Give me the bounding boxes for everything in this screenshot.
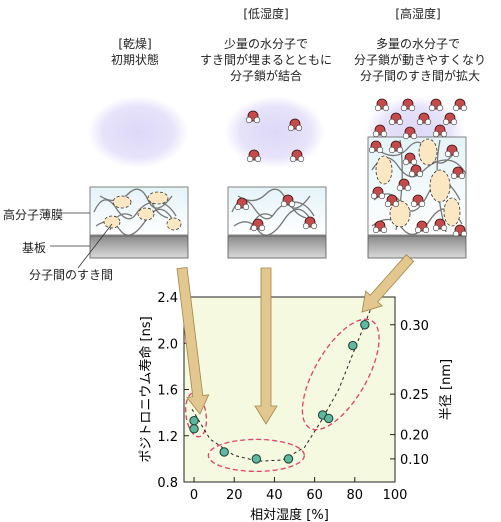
data-point (283, 454, 294, 464)
panel-high-line1: 多量の水分子で (375, 37, 460, 51)
arrow-high (361, 254, 415, 313)
panel-high-tag: [高湿度] (395, 7, 441, 21)
substrate-high (367, 235, 467, 259)
substrate-label: 基板 (22, 241, 47, 255)
substrate-low (227, 235, 327, 259)
data-point (323, 413, 334, 424)
y-tick-label: 1.6 (157, 384, 178, 399)
film-low (227, 186, 327, 236)
y-tick-label: 2.0 (157, 337, 178, 352)
data-point (189, 424, 199, 434)
y-tick-label: 2.4 (157, 291, 178, 306)
substrate-dry (89, 235, 189, 259)
film-label: 高分子薄膜 (3, 208, 64, 222)
highlight-dry (185, 392, 208, 438)
data-point (189, 416, 199, 426)
vapor-cloud-dry (88, 96, 188, 168)
x-tick-label: 60 (306, 488, 323, 503)
x-tick-label: 40 (266, 488, 283, 503)
y2-tick-label: 0.30 (400, 319, 429, 334)
gap-label: 分子間のすき間 (29, 268, 114, 282)
x-tick-label: 0 (190, 488, 198, 503)
x-tick-label: 100 (383, 488, 408, 503)
panel-low-tag: [低湿度] (243, 7, 289, 21)
panel-low-line3: 分子鎖が結合 (229, 69, 302, 83)
x-axis-title: 相対湿度 [%] (250, 507, 329, 522)
panel-low-line2: すき間が埋まるとともに (199, 53, 332, 67)
data-point (219, 447, 229, 457)
film-dry (89, 186, 189, 236)
gap-leader-line (77, 223, 113, 269)
panel-low-line1: 少量の水分子で (223, 37, 308, 51)
y-tick-label: 0.8 (157, 476, 178, 491)
y2-tick-label: 0.20 (400, 429, 429, 444)
arrow-low (254, 267, 278, 425)
panel-high-line2: 分子鎖が動きやすくなり (353, 53, 486, 67)
data-point (251, 454, 262, 464)
panel-high-line3: 分子間のすき間が拡大 (359, 69, 480, 83)
arrow-dry (176, 266, 210, 415)
data-point (360, 320, 370, 330)
y2-tick-label: 0.10 (400, 453, 429, 468)
highlight-low (207, 438, 305, 473)
data-point (348, 340, 358, 351)
film-high (367, 136, 468, 238)
y2-axis-title: 半径 [nm] (439, 359, 454, 420)
highlight-high (301, 318, 380, 431)
y2-tick-label: 0.25 (400, 388, 429, 403)
y-tick-label: 1.2 (157, 430, 178, 445)
plot-background (183, 296, 396, 483)
panel-dry-tag: [乾燥] (118, 37, 152, 51)
y-axis-title: ポジトロニウム寿命 [ns] (138, 316, 154, 462)
x-tick-label: 80 (347, 488, 364, 503)
x-tick-label: 20 (226, 488, 243, 503)
panel-dry-desc: 初期状態 (110, 53, 159, 67)
